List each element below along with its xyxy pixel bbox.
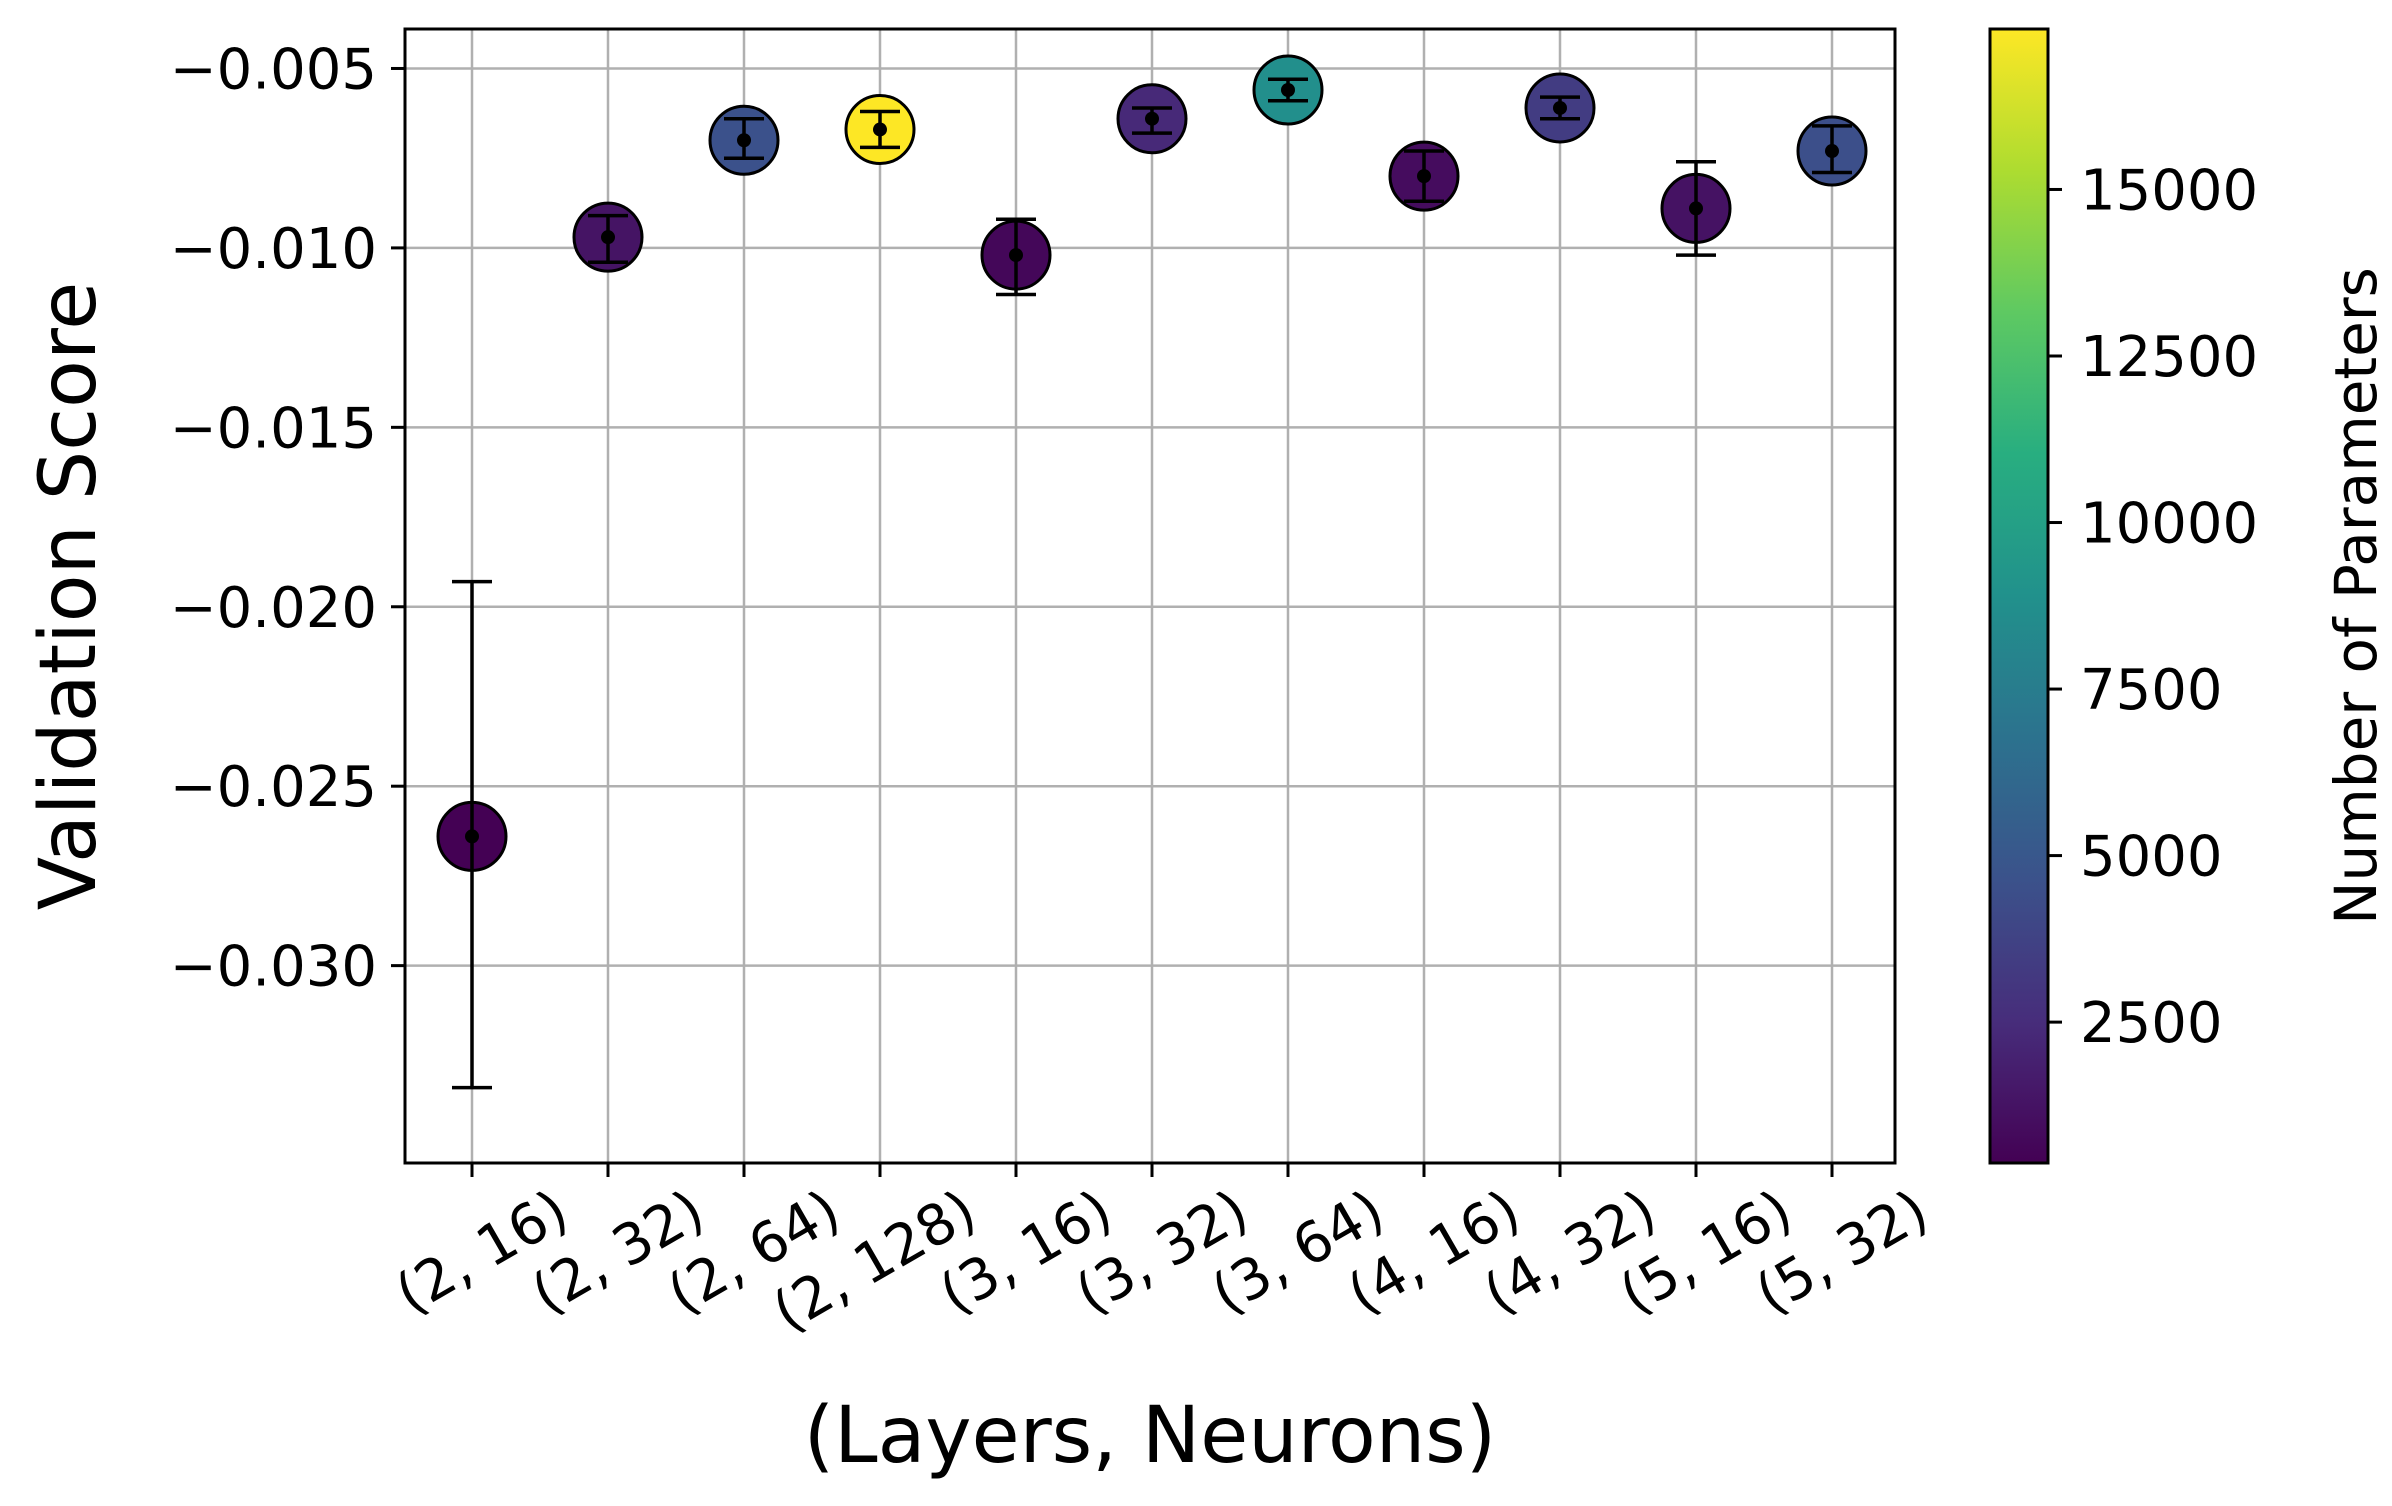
- data-point-center: [873, 122, 887, 137]
- y-tick-label: −0.025: [170, 755, 377, 820]
- data-point-center: [1145, 111, 1159, 126]
- colorbar-tick-label: 2500: [2080, 991, 2223, 1056]
- data-point-center: [1417, 169, 1431, 184]
- data-point-center: [601, 230, 615, 245]
- x-axis: (2, 16)(2, 32)(2, 64)(2, 128)(3, 16)(3, …: [385, 1163, 1939, 1345]
- data-point-center: [737, 133, 751, 148]
- y-tick-label: −0.005: [170, 37, 377, 102]
- data-point-center: [1689, 201, 1703, 216]
- y-tick-label: −0.030: [170, 935, 377, 1000]
- colorbar: [1988, 27, 2050, 1165]
- colorbar-tick-label: 12500: [2080, 325, 2258, 390]
- data-point-center: [1553, 100, 1567, 115]
- data-point-center: [1825, 144, 1839, 159]
- y-axis-label: Validation Score: [24, 282, 114, 910]
- data-point-center: [1009, 248, 1023, 263]
- data-point-center: [465, 829, 479, 844]
- colorbar-tick-label: 10000: [2080, 492, 2258, 557]
- colorbar-tick-label: 15000: [2080, 158, 2258, 223]
- data-point-center: [1281, 83, 1295, 98]
- plot-marks: [436, 54, 1868, 1090]
- grid: [405, 29, 1895, 1163]
- y-tick-label: −0.020: [170, 576, 377, 641]
- x-axis-label: (Layers, Neurons): [804, 1391, 1496, 1481]
- y-tick-label: −0.015: [170, 396, 377, 461]
- colorbar-label: Number of Parameters: [2322, 267, 2390, 925]
- colorbar-tick-label: 7500: [2080, 658, 2223, 723]
- plot-frame: [403, 27, 1897, 1165]
- colorbar-ticks: 2500 5000 7500 10000 12500 15000: [2048, 158, 2258, 1056]
- colorbar-tick-label: 5000: [2080, 825, 2223, 890]
- y-tick-label: −0.010: [170, 217, 377, 282]
- y-axis: −0.005 −0.010 −0.015 −0.020 −0.025 −0.030: [170, 37, 405, 1000]
